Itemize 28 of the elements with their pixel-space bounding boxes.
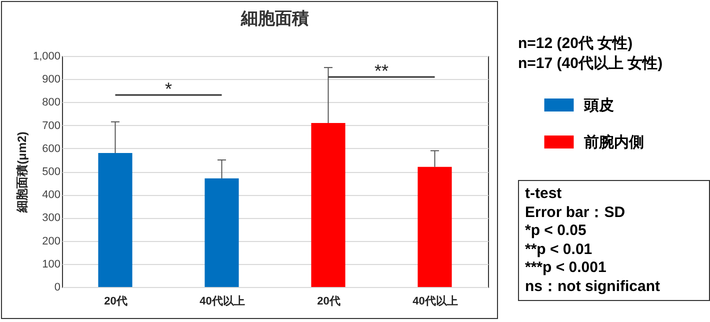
annotation: ** — [374, 61, 389, 81]
text: n=12 (20代 女性) — [518, 34, 634, 54]
x-tick-label: 40代以上 — [412, 294, 458, 308]
y-tick-label: 800 — [42, 96, 60, 109]
notes-box: t-test Error bar：SD *p < 0.05 **p < 0.01 ***p < 0.001 ns：not significant — [518, 180, 710, 301]
y-tick-label: 900 — [42, 74, 60, 86]
chart-title: 細胞面積 — [240, 9, 309, 28]
x-tick-label: 20代 — [317, 296, 340, 308]
bar — [311, 122, 346, 287]
y-tick-label: 400 — [42, 189, 60, 202]
y-tick-label: 0 — [54, 282, 60, 294]
y-tick-label: 100 — [42, 258, 60, 270]
x-tick-label: 20代 — [104, 296, 128, 308]
y-tick-label: 500 — [42, 166, 60, 178]
y-tick-label: 200 — [42, 235, 60, 248]
legend-label: 前腕内側 — [583, 133, 644, 151]
y-tick-label: 300 — [42, 212, 60, 224]
bar — [98, 153, 132, 287]
legend-label: 頭皮 — [583, 97, 614, 114]
y-tick-label: 700 — [42, 120, 60, 132]
x-tick-label: 40代以上 — [200, 294, 245, 308]
y-tick-label: 600 — [42, 142, 60, 155]
bar — [204, 178, 239, 287]
bar — [418, 166, 452, 287]
annotation: * — [164, 79, 172, 99]
text: n=17 (40代以上 女性) — [518, 54, 663, 74]
y-axis-title: 細胞面積(μm2) — [14, 132, 29, 214]
y-tick-label: 1,000 — [32, 50, 60, 62]
